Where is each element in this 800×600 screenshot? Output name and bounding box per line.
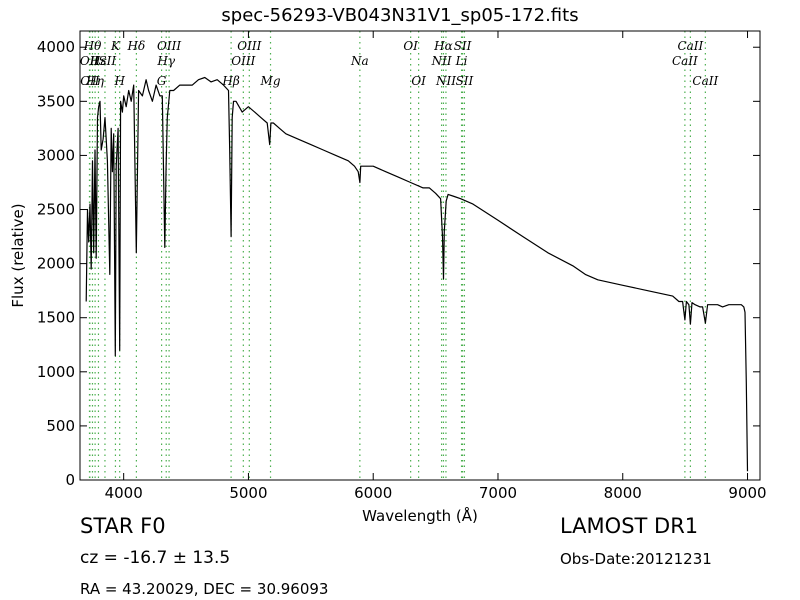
y-tick-label: 500 xyxy=(46,417,75,435)
y-axis-label: Flux (relative) xyxy=(9,203,27,307)
line-label: NII xyxy=(431,54,452,68)
object-type: STAR F0 xyxy=(80,514,166,538)
axis-ticks: 4000 5000 6000 7000 8000 9000 0 500 1000 1500 2000… xyxy=(37,31,767,502)
line-label: OIII xyxy=(237,39,261,53)
y-tick-label: 0 xyxy=(65,471,75,489)
x-tick-label: 4000 xyxy=(105,484,143,502)
y-tick-label: 3500 xyxy=(37,92,75,110)
line-label: OIII xyxy=(157,39,181,53)
line-label: ISII xyxy=(93,54,117,68)
line-label: OI xyxy=(403,39,418,53)
y-tick-label: 2000 xyxy=(37,255,75,273)
line-label: Hθ xyxy=(83,39,102,53)
line-label: Hη xyxy=(85,74,104,88)
line-label: SII xyxy=(456,74,474,88)
redshift-value: cz = -16.7 ± 13.5 xyxy=(80,548,231,568)
line-label: OII xyxy=(80,54,100,68)
y-tick-label: 2500 xyxy=(37,201,75,219)
line-label: Hγ xyxy=(156,54,175,68)
x-axis-label: Wavelength (Å) xyxy=(362,506,478,525)
observation-date: Obs-Date:20121231 xyxy=(560,550,712,568)
line-label: Mg xyxy=(260,74,281,88)
x-tick-label: 8000 xyxy=(604,484,642,502)
line-label: CaII xyxy=(672,54,698,68)
line-label: OI xyxy=(411,74,426,88)
line-label: H xyxy=(113,74,125,88)
line-label: Li xyxy=(455,54,468,68)
line-label: CaII xyxy=(692,74,718,88)
line-label: OII xyxy=(80,74,100,88)
line-label: CaII xyxy=(677,39,703,53)
line-label: Hδ xyxy=(127,39,146,53)
spectrum-series-line xyxy=(85,76,749,472)
y-tick-label: 4000 xyxy=(37,38,75,56)
line-label: NII xyxy=(435,74,456,88)
x-tick-label: 9000 xyxy=(728,484,766,502)
plot-frame xyxy=(79,30,761,481)
line-label: Hε xyxy=(89,54,107,68)
line-label: SII xyxy=(454,39,472,53)
line-label: OIII xyxy=(231,54,255,68)
chart-title: spec-56293-VB043N31V1_sp05-172.fits xyxy=(221,5,579,26)
survey-name: LAMOST DR1 xyxy=(560,514,699,538)
coordinates: RA = 43.20029, DEC = 30.96093 xyxy=(80,580,329,598)
spectral-line-labels: OIIOIIHθHηHεISIIKHHδGHγOIIIHβOIIIOIIIMgN… xyxy=(80,39,719,88)
y-tick-label: 1500 xyxy=(37,309,75,327)
x-tick-label: 7000 xyxy=(479,484,517,502)
y-tick-label: 3000 xyxy=(37,146,75,164)
line-label: Hβ xyxy=(221,74,239,88)
line-label: Hα xyxy=(433,39,453,53)
line-label: Na xyxy=(350,54,369,68)
x-tick-label: 5000 xyxy=(229,484,267,502)
line-label: G xyxy=(157,74,167,88)
spectral-line-markers xyxy=(88,31,706,480)
line-label: K xyxy=(110,39,121,53)
y-tick-label: 1000 xyxy=(37,363,75,381)
x-tick-label: 6000 xyxy=(354,484,392,502)
